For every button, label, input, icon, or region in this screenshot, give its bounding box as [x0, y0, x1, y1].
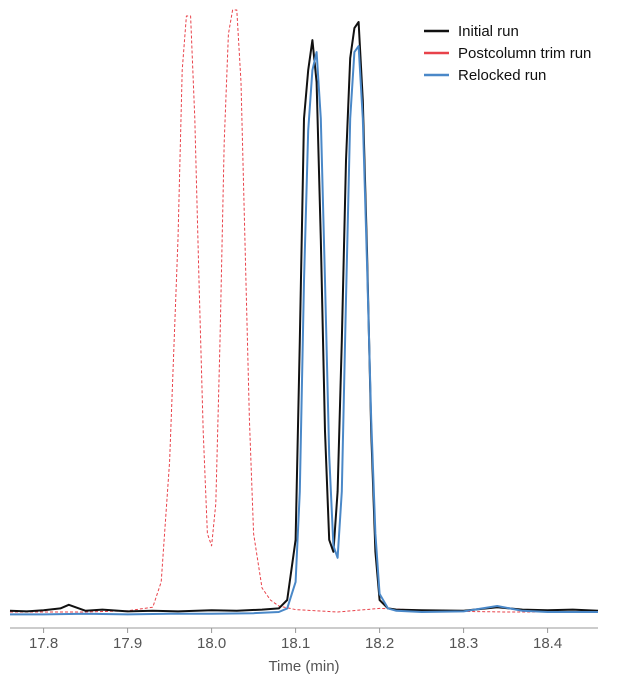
series-layer	[9, 9, 599, 616]
x-tick-label: 18.1	[281, 635, 310, 652]
x-tick-label: 18.2	[365, 635, 394, 652]
x-tick-label: 17.9	[113, 635, 142, 652]
series-line-1	[10, 9, 598, 613]
x-tick-label: 17.8	[29, 635, 58, 652]
legend-label: Initial run	[458, 23, 519, 40]
x-axis-label: Time (min)	[268, 658, 339, 675]
legend-label: Postcolumn trim run	[458, 45, 591, 62]
series-line-2	[10, 45, 598, 616]
x-tick-label: 18.3	[449, 635, 478, 652]
legend-label: Relocked run	[458, 67, 546, 84]
legend: Initial run Postcolumn trim run Relocked r…	[424, 23, 591, 84]
x-tick-label: 18.0	[197, 635, 226, 652]
x-axis-ticks: 17.8 17.9 18.0 18.1 18.2 18.3 18.4	[29, 628, 562, 652]
x-tick-label: 18.4	[533, 635, 562, 652]
